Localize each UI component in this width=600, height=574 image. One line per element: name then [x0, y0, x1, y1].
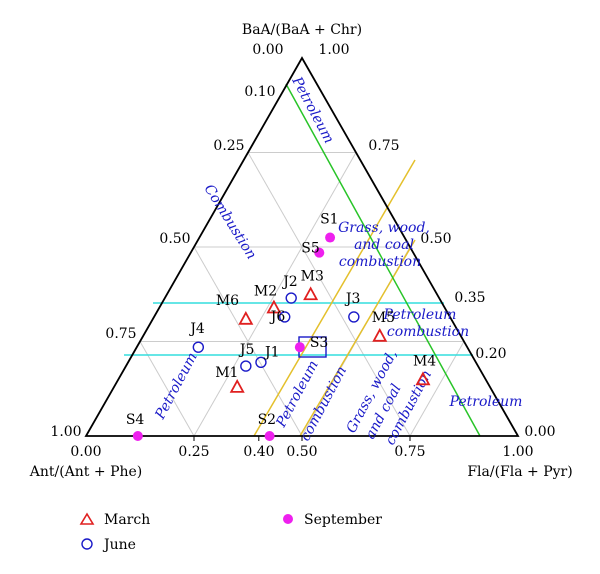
point-label: M2 — [254, 283, 277, 299]
point-label: J3 — [344, 291, 361, 307]
point-label: J1 — [263, 344, 280, 360]
left-tick-label: 0.25 — [213, 138, 244, 154]
grid-line — [193, 246, 303, 437]
grid-line — [139, 341, 195, 437]
legend-september-marker — [283, 514, 293, 524]
point-label: S3 — [310, 335, 329, 351]
bottom-tick-label: 0.50 — [286, 444, 317, 460]
region-label: Petroleum — [152, 350, 201, 423]
boundary-line-baa-0-35 — [285, 83, 481, 437]
region-label: Grass, wood, — [338, 220, 430, 236]
region-label: Combustion — [201, 182, 260, 263]
right-tick-label: 0.75 — [368, 138, 399, 154]
region-label: Petroleum — [288, 73, 337, 146]
june-point-marker — [240, 360, 252, 372]
point-label: J4 — [188, 321, 205, 337]
september-point-marker — [294, 342, 305, 353]
legend-march-marker — [79, 512, 95, 525]
bottom-left-axis-title: Ant/(Ant + Phe) — [29, 464, 143, 480]
bottom-right-axis-title: Fla/(Fla + Pyr) — [467, 464, 572, 480]
june-point-marker — [255, 356, 267, 368]
left-tick-label: 1.00 — [50, 424, 81, 440]
top-axis-title: BaA/(BaA + Chr) — [242, 22, 362, 38]
right-tick-label: 1.00 — [318, 42, 349, 58]
legend: March June September — [79, 512, 382, 553]
march-point-marker — [266, 299, 282, 314]
point-label: S4 — [126, 412, 145, 428]
point-label: M5 — [372, 310, 395, 326]
data-points: M1 M2 M3 M4 M5 M6 J1 J2 J3 J4 J5 J6 S1 S2 S3 S4 S5 — [126, 212, 436, 441]
june-point-marker — [348, 311, 360, 323]
grid-line — [193, 152, 357, 437]
grid-line — [409, 341, 465, 437]
left-tick-label: 0.00 — [252, 42, 283, 58]
region-label: combustion — [339, 254, 421, 270]
september-point-marker — [314, 247, 325, 258]
point-label: J5 — [238, 342, 255, 358]
grid-line — [247, 152, 411, 437]
bottom-tick-label: 1.00 — [502, 444, 533, 460]
march-point-marker — [238, 310, 254, 325]
region-label: and coal — [354, 237, 414, 253]
point-label: J6 — [269, 309, 286, 325]
september-point-marker — [325, 232, 336, 243]
march-point-marker — [372, 327, 388, 342]
boundary-lines — [124, 83, 481, 437]
legend-june-marker — [81, 538, 93, 550]
march-point-marker — [303, 286, 319, 301]
left-tick-label: 0.50 — [159, 231, 190, 247]
legend-june-label: June — [102, 537, 136, 553]
left-tick-label: 0.10 — [244, 84, 275, 100]
region-labels: Petroleum Combustion Grass, wood, and co… — [152, 73, 523, 447]
legend-september-label: September — [304, 512, 382, 528]
point-label: M6 — [216, 293, 239, 309]
september-point-marker — [132, 431, 143, 441]
june-point-marker — [192, 341, 205, 353]
bottom-tick-label: 0.40 — [243, 444, 274, 460]
right-tick-label: 0.00 — [524, 424, 555, 440]
point-label: M1 — [215, 365, 238, 381]
grid-lines — [139, 152, 465, 437]
bottom-tick-label: 0.00 — [70, 444, 101, 460]
right-tick-label: 0.35 — [454, 290, 485, 306]
point-label: J2 — [281, 274, 298, 290]
june-point-marker — [285, 292, 297, 304]
right-tick-label: 0.50 — [420, 231, 451, 247]
region-label: combustion — [387, 324, 469, 340]
point-label: M3 — [301, 268, 324, 284]
tick-marks — [193, 436, 411, 441]
left-tick-label: 0.75 — [105, 326, 136, 342]
bottom-tick-label: 0.75 — [394, 444, 425, 460]
boundary-line-fla-0-40 — [253, 159, 416, 437]
march-point-marker — [229, 378, 245, 393]
boundary-line-fla-0-50 — [299, 239, 416, 437]
point-label: S2 — [258, 412, 277, 428]
region-label: Petroleum — [449, 394, 523, 410]
legend-march-label: March — [104, 512, 150, 528]
right-tick-label: 0.20 — [475, 346, 506, 362]
region-label: Petroleum — [383, 307, 457, 323]
march-point-marker — [415, 371, 431, 386]
point-label: S5 — [301, 241, 320, 257]
point-label: S1 — [320, 212, 339, 228]
bottom-tick-label: 0.25 — [178, 444, 209, 460]
september-point-marker — [264, 431, 275, 441]
june-point-marker — [279, 311, 291, 323]
point-label: M4 — [413, 353, 436, 369]
